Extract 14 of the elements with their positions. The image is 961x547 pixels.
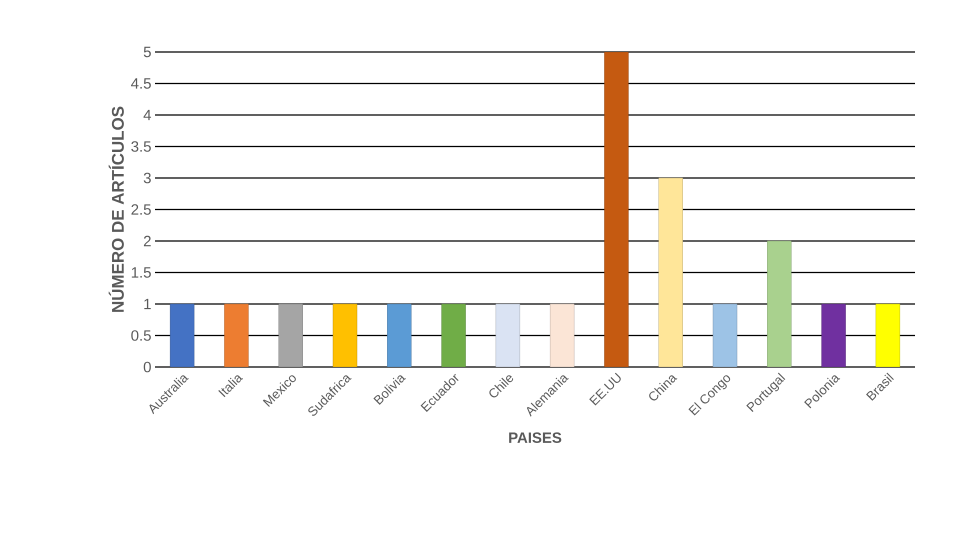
y-tick-label: 2.5 <box>131 204 151 215</box>
y-tick-label: 4.5 <box>131 78 151 89</box>
y-tick-label: 1 <box>144 298 151 310</box>
y-tick-label: 5 <box>144 46 151 58</box>
y-tick-label: 4 <box>144 110 152 120</box>
x-axis-title: PAISES <box>509 432 562 443</box>
y-tick-label: 0.5 <box>131 330 151 341</box>
y-tick-label: 2 <box>144 236 151 246</box>
y-axis-title: NÚMERO DE ARTÍCULOS <box>108 106 124 312</box>
y-tick-label: 1.5 <box>132 267 151 278</box>
y-tick-label: 3.5 <box>131 141 151 152</box>
y-tick-label: 3 <box>144 172 151 184</box>
x-tick-label: Italia <box>218 375 244 398</box>
y-tick-label: 0 <box>144 362 151 372</box>
